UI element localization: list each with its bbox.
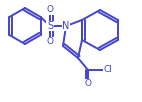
Text: S: S (47, 21, 53, 31)
Text: O: O (46, 38, 54, 47)
Text: O: O (46, 6, 54, 14)
Text: N: N (62, 21, 70, 31)
Text: O: O (84, 79, 91, 89)
Text: Cl: Cl (104, 65, 112, 74)
